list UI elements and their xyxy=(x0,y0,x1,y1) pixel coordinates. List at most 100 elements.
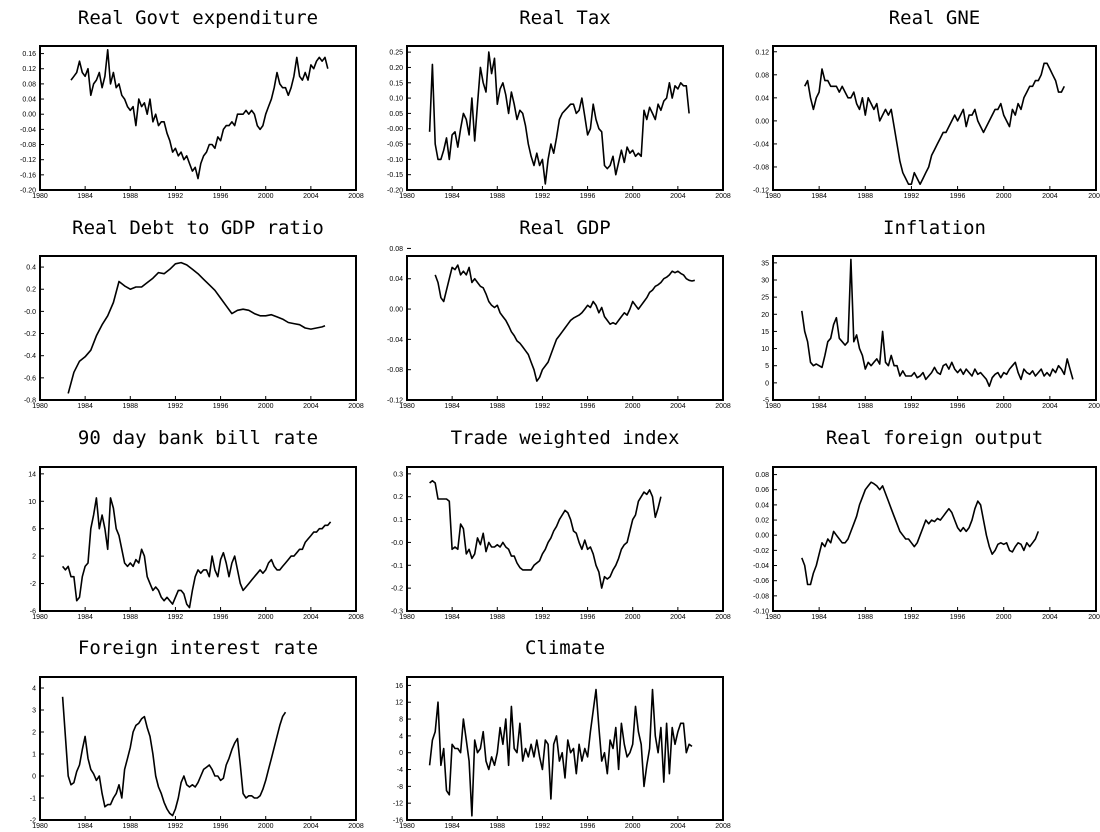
x-tick-label: 1984 xyxy=(77,193,93,200)
x-tick-label: 1980 xyxy=(32,403,48,410)
y-tick-label: -0.04 xyxy=(387,337,403,344)
x-tick-label: 2000 xyxy=(996,193,1012,200)
x-tick-label: 1984 xyxy=(811,193,827,200)
y-tick-label: 0 xyxy=(765,380,769,387)
x-tick-label: 1988 xyxy=(489,403,505,410)
y-tick-label: -16 xyxy=(393,818,403,825)
y-tick-label: 0.1 xyxy=(393,517,403,524)
x-tick-label: 1992 xyxy=(904,193,920,200)
series-line xyxy=(428,51,690,185)
x-tick-label: 1988 xyxy=(122,403,138,410)
y-tick-label: -0.05 xyxy=(387,142,403,149)
y-tick-label: -2 xyxy=(30,581,36,588)
y-tick-label: -1 xyxy=(30,796,36,803)
x-tick-label: 2008 xyxy=(715,403,731,410)
x-tick-label: 1984 xyxy=(811,614,827,621)
y-tick-label: 5 xyxy=(765,363,769,370)
x-tick-label: 1992 xyxy=(535,614,551,621)
x-tick-label: 2004 xyxy=(1042,614,1058,621)
y-tick-label: -0.16 xyxy=(20,172,36,179)
y-tick-label: -5 xyxy=(763,398,769,405)
y-tick-label: 0.2 xyxy=(393,494,403,501)
y-tick-label: 10 xyxy=(761,346,769,353)
x-tick-label: 2000 xyxy=(258,614,274,621)
y-tick-label: 0.04 xyxy=(755,95,769,102)
y-tick-label: 1 xyxy=(32,752,36,759)
y-tick-label: 2 xyxy=(32,730,36,737)
y-tick-label: -0.2 xyxy=(391,586,403,593)
x-tick-label: 2008 xyxy=(1088,403,1100,410)
x-tick-label: 1992 xyxy=(168,193,184,200)
plot-frame xyxy=(39,255,357,401)
x-tick-label: 1992 xyxy=(535,193,551,200)
y-tick-label: -0.06 xyxy=(753,578,769,585)
series-line xyxy=(61,497,332,609)
y-tick-label: -0.15 xyxy=(387,172,403,179)
x-tick-label: 1996 xyxy=(950,614,966,621)
y-tick-label: 0 xyxy=(399,750,403,757)
x-tick-label: 1996 xyxy=(213,823,229,830)
y-tick-label: -0.0 xyxy=(24,309,36,316)
y-tick-label: 0.10 xyxy=(389,96,403,103)
y-tick-label: 0.15 xyxy=(389,80,403,87)
y-tick-label: 0.16 xyxy=(22,51,36,58)
x-tick-label: 1988 xyxy=(857,614,873,621)
y-tick-label: -8 xyxy=(397,784,403,791)
y-tick-label: 0.3 xyxy=(393,471,403,478)
y-tick-label: -0.12 xyxy=(20,157,36,164)
x-tick-label: 2004 xyxy=(670,614,686,621)
y-tick-label: 2 xyxy=(32,554,36,561)
plot-frame xyxy=(39,45,357,191)
x-tick-label: 1988 xyxy=(857,193,873,200)
y-tick-label: -2 xyxy=(30,818,36,825)
series-line xyxy=(61,696,287,817)
y-tick-label: 0.4 xyxy=(26,265,36,272)
chart-panel: 90 day bank bill rate -6 -2 2 6 10 14 1980 1984 1… xyxy=(28,427,364,621)
y-tick-label: 4 xyxy=(399,733,403,740)
y-tick-label: -0.20 xyxy=(387,188,403,195)
x-tick-label: 1996 xyxy=(580,403,596,410)
x-tick-label: 2004 xyxy=(303,403,319,410)
y-tick-label: 14 xyxy=(28,471,36,478)
x-tick-label: 1988 xyxy=(857,403,873,410)
chart-panel: Real GNE -0.12 -0.08 -0.04 0.00 0.04 0.08 0.12 1… xyxy=(753,7,1100,200)
x-tick-label: 1980 xyxy=(32,823,48,830)
x-tick-label: 1996 xyxy=(950,193,966,200)
x-tick-label: 1996 xyxy=(580,614,596,621)
panel-title: 90 day bank bill rate xyxy=(78,427,318,449)
series-line xyxy=(801,481,1040,586)
chart-panel: Real Govt expenditure -0.20 -0.16 -0.12 -0.0… xyxy=(20,7,364,200)
chart-panel: Real GDP -0.12 -0.08 -0.04 0.00 0.04 0.08 1980 1… xyxy=(387,217,731,410)
x-tick-label: 2004 xyxy=(670,403,686,410)
x-tick-label: 2000 xyxy=(258,823,274,830)
x-tick-label: 2000 xyxy=(625,614,641,621)
panel-title: Inflation xyxy=(883,217,986,239)
y-tick-label: 30 xyxy=(761,278,769,285)
panel-title: Foreign interest rate xyxy=(78,637,318,659)
x-tick-label: 1984 xyxy=(444,193,460,200)
x-tick-label: 1984 xyxy=(444,614,460,621)
x-tick-label: 1984 xyxy=(77,403,93,410)
y-tick-label: -0.04 xyxy=(753,141,769,148)
panel-title: Real Debt to GDP ratio xyxy=(72,217,324,239)
x-tick-label: 2004 xyxy=(303,614,319,621)
y-tick-label: 4 xyxy=(32,686,36,693)
plot-frame xyxy=(406,45,724,191)
series-line xyxy=(801,258,1074,388)
series-line xyxy=(803,62,1066,185)
x-tick-label: 1984 xyxy=(444,403,460,410)
panel-title: Trade weighted index xyxy=(451,427,680,449)
y-tick-label: -4 xyxy=(397,767,403,774)
y-tick-label: 0.04 xyxy=(755,502,769,509)
x-tick-label: 1980 xyxy=(399,823,415,830)
series-line xyxy=(434,264,695,382)
y-tick-label: 8 xyxy=(399,717,403,724)
y-tick-label: -0.6 xyxy=(24,375,36,382)
y-tick-label: 0.00 xyxy=(755,533,769,540)
x-tick-label: 1992 xyxy=(535,403,551,410)
y-tick-label: 0.12 xyxy=(22,66,36,73)
y-tick-label: 0.00 xyxy=(755,118,769,125)
y-tick-label: -0.20 xyxy=(20,188,36,195)
x-tick-label: 2000 xyxy=(625,403,641,410)
